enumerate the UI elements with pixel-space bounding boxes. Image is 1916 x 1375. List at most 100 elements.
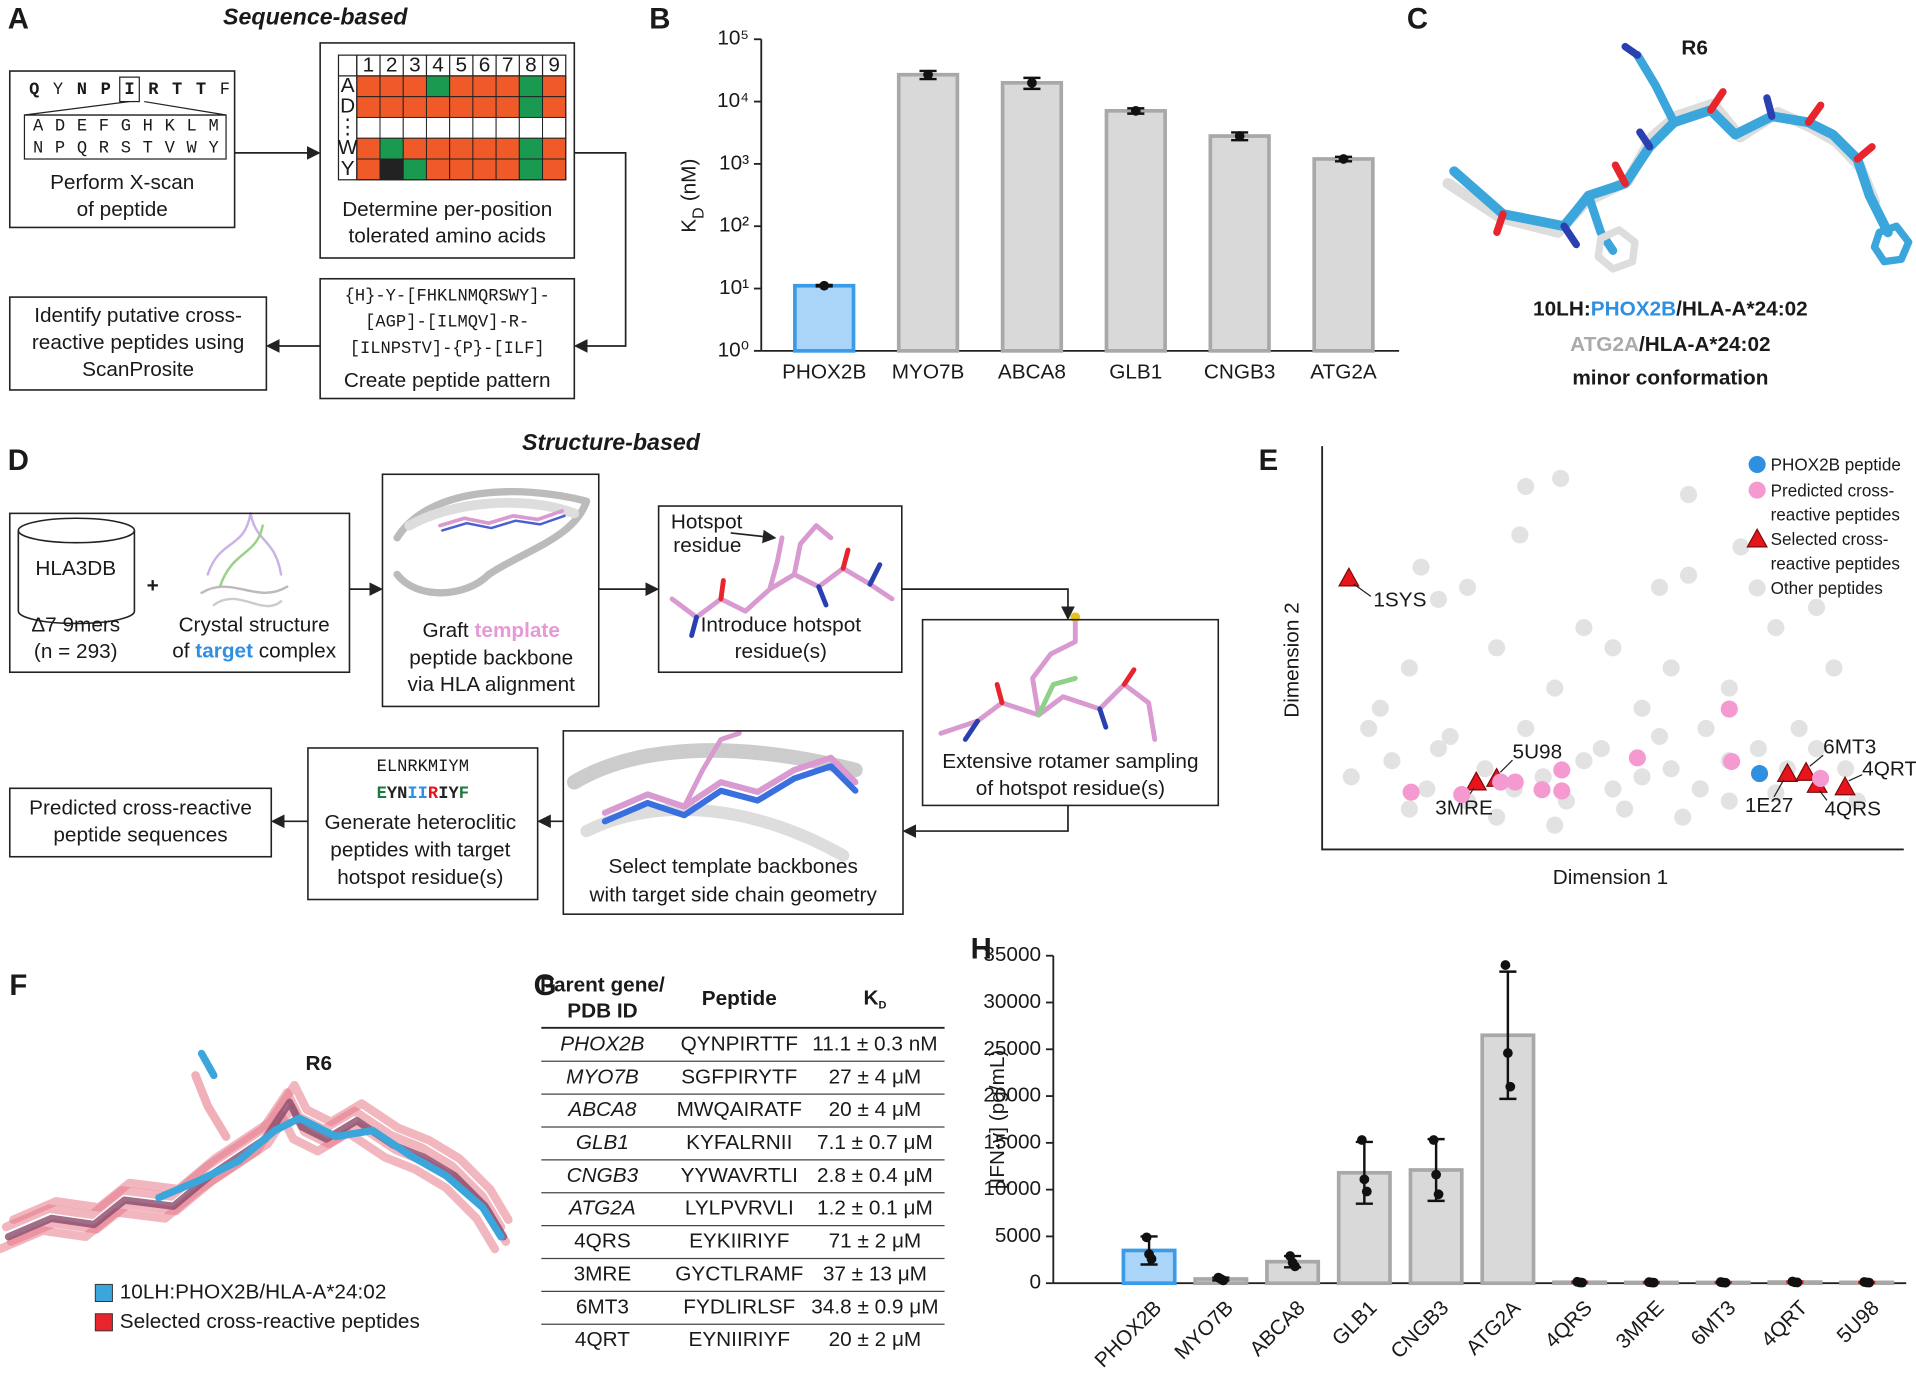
panel-label: G (534, 969, 557, 1002)
tolerance-cell (425, 96, 451, 118)
replicate-point (1290, 1261, 1300, 1272)
legend-swatch (94, 1313, 113, 1332)
table-cell: SGFPIRYTF (681, 1065, 797, 1088)
triangle-point (1746, 528, 1768, 548)
point (1749, 740, 1767, 758)
legend-text: Selected cross-reactive peptides (120, 1310, 420, 1333)
tolerance-cell (495, 75, 520, 98)
pattern-line: [AGP]-[ILMQV]-R- (365, 314, 529, 333)
box-text-part: complex (253, 640, 337, 663)
x-tick-label: 4QRS (1541, 1296, 1597, 1352)
point (1650, 727, 1669, 746)
arrow (902, 805, 1069, 838)
panel-label: A (8, 3, 29, 36)
table-cell: MWQAIRATF (677, 1098, 802, 1121)
triangle-point (1465, 771, 1488, 791)
point (1458, 578, 1477, 596)
grid-position: 6 (479, 54, 491, 77)
grid-residue: Y (341, 157, 355, 180)
mean-point (819, 280, 830, 291)
y-axis-label: [IFN-γ] (pg/mL) (986, 1050, 1009, 1190)
hotspot-structure (669, 523, 895, 639)
point (1429, 590, 1448, 608)
box-text: reactive peptides using (32, 331, 244, 354)
point (1662, 760, 1680, 778)
point (1748, 455, 1766, 474)
box-text: (n = 293) (34, 640, 118, 663)
x-tick-label: 4QRT (1757, 1296, 1812, 1351)
tolerance-cell (402, 96, 427, 118)
table-cell: ATG2A (567, 1197, 636, 1220)
tolerance-cell (379, 137, 404, 160)
tolerance-cell (449, 75, 474, 98)
tolerance-cell (425, 75, 451, 98)
complex-label: ATG2A/HLA-A*24:02 (1570, 333, 1770, 356)
tolerance-cell (402, 158, 427, 181)
peptide-residue: P (101, 81, 111, 100)
sequence-part: E (377, 785, 387, 804)
table-cell: 2.8 ± 0.4 μM (817, 1164, 933, 1187)
structure-c (1442, 42, 1913, 273)
x-tick-label: GLB1 (1109, 360, 1162, 383)
x-tick-label: GLB1 (1328, 1296, 1382, 1350)
box-text: Crystal structure (179, 613, 330, 636)
sequence-part: IY (438, 785, 459, 804)
replicate-point (1218, 1275, 1229, 1286)
point-label: 1E27 (1745, 794, 1794, 817)
replicate-point (1792, 1277, 1803, 1288)
legend-text: Selected cross-reactive peptides (1770, 529, 1900, 574)
box (8, 787, 273, 858)
leader-line (1809, 754, 1824, 767)
point (1680, 566, 1698, 584)
point-label: 3MRE (1435, 796, 1493, 819)
box (8, 512, 351, 674)
axes (1321, 446, 1904, 851)
box-text: Graft template (423, 619, 560, 642)
complex-label-part: PHOX2B (1591, 298, 1676, 321)
table-cell: 20 ± 4 μM (829, 1098, 922, 1121)
point (1720, 700, 1738, 718)
tolerance-cell (542, 158, 567, 181)
legend-text: PHOX2B peptide (1770, 454, 1901, 475)
triangle-point (1338, 566, 1360, 587)
box-text: Extensive rotamer sampling (942, 750, 1198, 773)
arrow (901, 588, 1075, 621)
point (1575, 752, 1593, 770)
point (1748, 579, 1766, 597)
point-label: 6MT3 (1823, 735, 1876, 758)
legend-entry: Other peptides (1771, 578, 1883, 598)
box-text: Δ7 9mers (31, 613, 120, 636)
box-text: Perform X-scan (50, 171, 194, 194)
box-text: Determine per-position (342, 198, 552, 221)
box-text: with target side chain geometry (588, 883, 877, 906)
y-tick-label: 10⁵ (717, 27, 749, 50)
pattern-line: [ILNPSTV]-{P}-[ILF] (350, 340, 545, 359)
table-cell: 3MRE (574, 1262, 632, 1285)
point (1767, 619, 1785, 637)
box (319, 277, 576, 400)
point (1488, 639, 1506, 657)
legend-entry: PHOX2B peptide (1770, 454, 1901, 475)
point-label: 1SYS (1373, 589, 1426, 612)
y-axis-label: Dimension 2 (1280, 602, 1303, 717)
table-cell: 34.8 ± 0.9 μM (811, 1295, 938, 1318)
legend-entry: Selected cross-reactive peptides (1770, 529, 1900, 574)
point (1748, 481, 1766, 499)
tolerance-cell (495, 137, 520, 160)
tolerance-cell (472, 116, 497, 139)
y-tick-label: 30000 (983, 990, 1041, 1013)
tolerance-cell (425, 158, 451, 181)
triangle-point (1776, 762, 1799, 783)
tolerance-cell (472, 158, 497, 181)
table-cell: KYFALRNII (686, 1131, 792, 1154)
box (8, 70, 236, 229)
table-cell: CNGB3 (567, 1164, 639, 1187)
complex-label-part: ATG2A (1570, 333, 1639, 356)
sequence-part: YN (387, 785, 408, 804)
point (1616, 800, 1634, 818)
complex-label: 10LH:PHOX2B/HLA-A*24:02 (1533, 298, 1808, 321)
sequence-part: R (428, 785, 439, 804)
box-text: tolerated amino acids (349, 225, 546, 248)
table-header: KD (863, 987, 886, 1011)
grid-position: 7 (502, 54, 514, 77)
